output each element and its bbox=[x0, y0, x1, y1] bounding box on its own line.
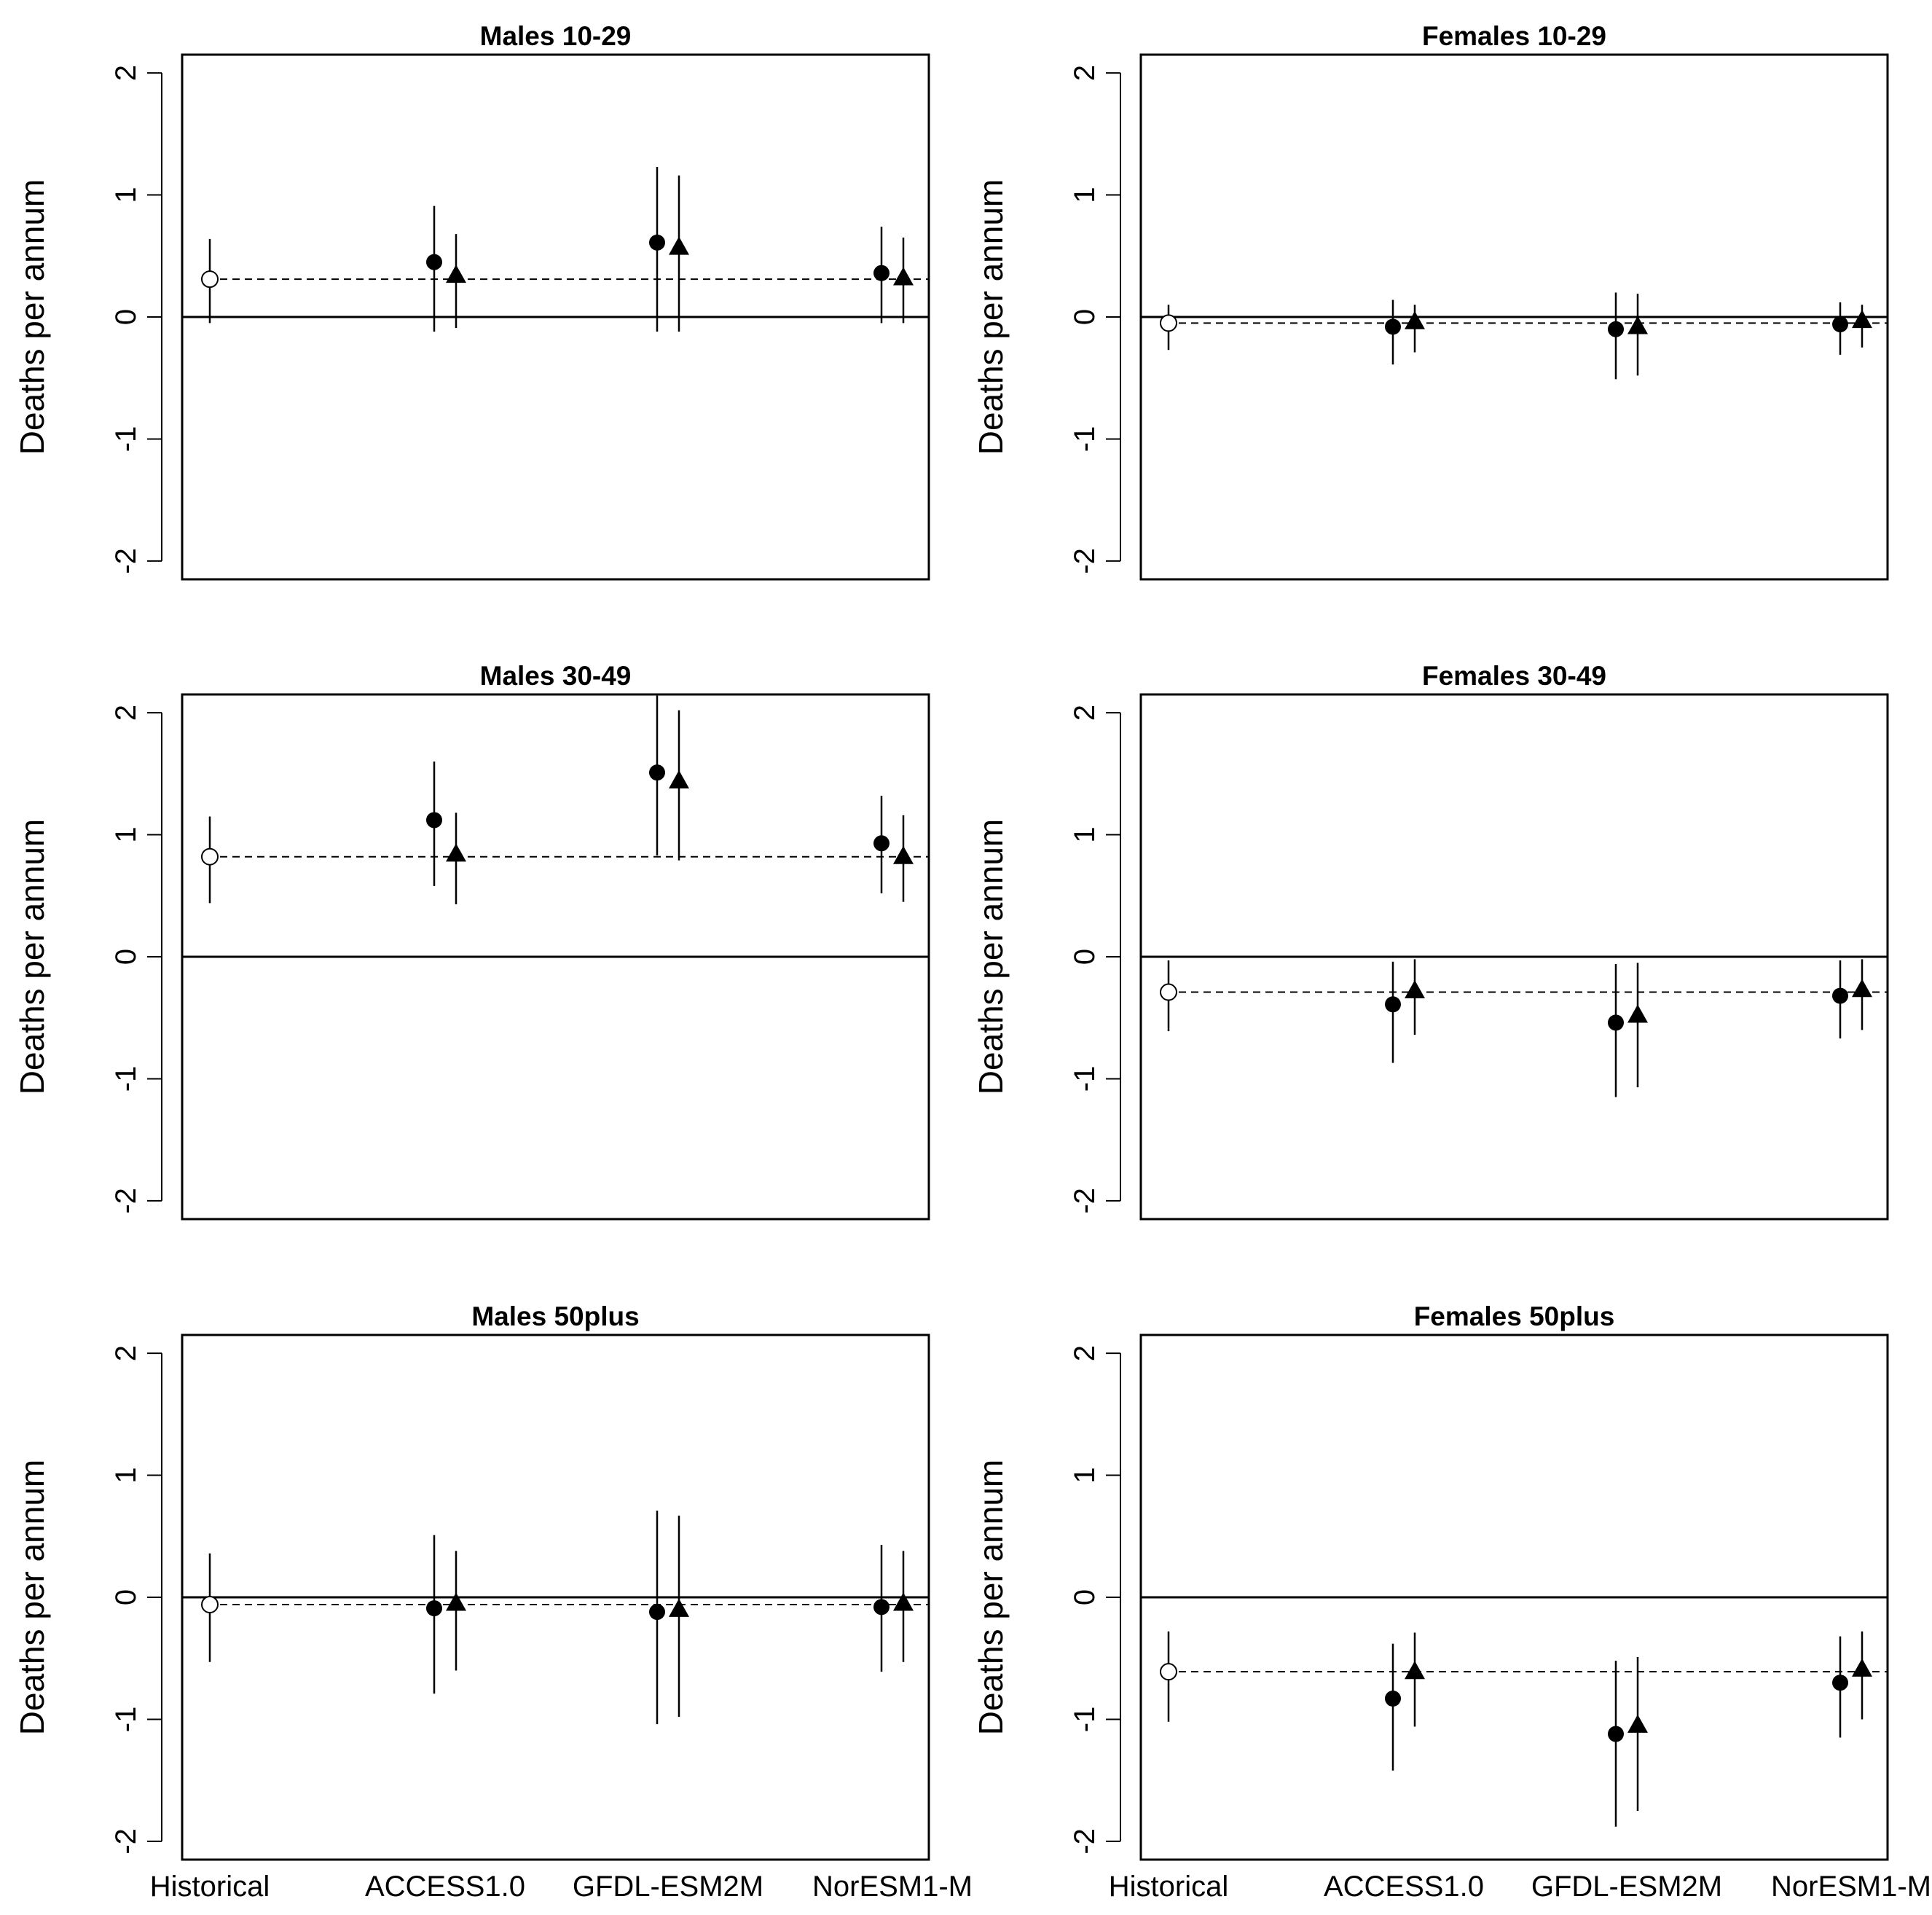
point-projection-triangle bbox=[669, 236, 689, 255]
y-tick-label: 1 bbox=[110, 826, 142, 842]
y-tick-label: 0 bbox=[110, 309, 142, 325]
point-historical bbox=[201, 270, 219, 289]
x-tick-label: Historical bbox=[1109, 1871, 1228, 1903]
point-projection-triangle bbox=[893, 1592, 914, 1611]
panel-6: Females 50plus -2 -1 0 1 2 Deaths per annum His… bbox=[972, 1301, 1931, 1903]
point-projection-triangle bbox=[1405, 310, 1425, 329]
point-projection-triangle bbox=[1405, 1661, 1425, 1680]
y-tick-label: 2 bbox=[110, 65, 142, 81]
panel-title: Males 10-29 bbox=[480, 21, 632, 51]
y-tick-label: 0 bbox=[110, 1589, 142, 1605]
y-tick-label: 2 bbox=[1069, 65, 1101, 81]
point-projection-circle bbox=[649, 1604, 665, 1621]
y-axis-label: Deaths per annum bbox=[13, 819, 51, 1094]
x-tick-label: NorESM1-M bbox=[812, 1871, 973, 1903]
point-projection-circle bbox=[873, 1599, 890, 1616]
point-projection-circle bbox=[1385, 1690, 1401, 1707]
point-projection-triangle bbox=[1405, 980, 1425, 998]
point-projection-triangle bbox=[446, 1592, 466, 1611]
point-projection-circle bbox=[1385, 996, 1401, 1013]
panel-4: Females 30-49 -2 -1 0 1 2 Deaths per annum bbox=[972, 661, 1889, 1221]
point-projection-triangle bbox=[1852, 1658, 1872, 1677]
point-projection-triangle bbox=[893, 267, 914, 286]
y-tick-label: 0 bbox=[1069, 949, 1101, 965]
y-tick-label: -1 bbox=[110, 426, 142, 453]
point-projection-circle bbox=[649, 234, 665, 251]
y-tick-label: 1 bbox=[110, 1467, 142, 1483]
point-historical bbox=[201, 1596, 219, 1614]
point-projection-triangle bbox=[446, 843, 466, 862]
y-tick-label: -2 bbox=[110, 548, 142, 574]
y-tick-label: -1 bbox=[1069, 1707, 1101, 1733]
panel-title: Females 30-49 bbox=[1422, 661, 1606, 691]
x-tick-label: GFDL-ESM2M bbox=[1531, 1871, 1722, 1903]
point-historical bbox=[1160, 314, 1177, 332]
y-axis-label: Deaths per annum bbox=[972, 1460, 1010, 1735]
y-tick-label: -2 bbox=[1069, 1188, 1101, 1214]
point-historical bbox=[1160, 983, 1177, 1001]
panel-3: Males 30-49 -2 -1 0 1 2 Deaths per annum bbox=[13, 661, 930, 1221]
y-tick-label: 2 bbox=[1069, 705, 1101, 721]
y-tick-label: 0 bbox=[110, 949, 142, 965]
y-axis-label: Deaths per annum bbox=[972, 179, 1010, 455]
point-projection-triangle bbox=[1852, 979, 1872, 998]
x-tick-label: GFDL-ESM2M bbox=[573, 1871, 763, 1903]
panel-5: Males 50plus -2 -1 0 1 2 Deaths per annum Histo… bbox=[13, 1301, 973, 1903]
point-projection-circle bbox=[426, 1600, 442, 1617]
point-projection-triangle bbox=[446, 265, 466, 283]
point-projection-triangle bbox=[1627, 1714, 1648, 1733]
y-tick-label: -1 bbox=[1069, 1066, 1101, 1092]
y-tick-label: -1 bbox=[110, 1707, 142, 1733]
panel-title: Females 10-29 bbox=[1422, 21, 1606, 51]
point-projection-circle bbox=[1608, 1014, 1624, 1031]
x-tick-label: NorESM1-M bbox=[1771, 1871, 1931, 1903]
point-projection-circle bbox=[1832, 316, 1848, 333]
point-projection-circle bbox=[649, 764, 665, 781]
x-tick-label: Historical bbox=[150, 1871, 270, 1903]
y-axis-label: Deaths per annum bbox=[13, 1460, 51, 1735]
point-projection-triangle bbox=[893, 845, 914, 864]
point-projection-triangle bbox=[1627, 316, 1648, 334]
point-projection-circle bbox=[873, 265, 890, 281]
y-tick-label: 0 bbox=[1069, 309, 1101, 325]
point-projection-triangle bbox=[669, 770, 689, 788]
y-tick-label: -2 bbox=[1069, 548, 1101, 574]
y-tick-label: 1 bbox=[1069, 826, 1101, 842]
panel-title: Females 50plus bbox=[1414, 1301, 1615, 1331]
point-projection-circle bbox=[873, 835, 890, 852]
point-projection-circle bbox=[1608, 321, 1624, 337]
point-projection-circle bbox=[1385, 318, 1401, 335]
y-tick-label: 0 bbox=[1069, 1589, 1101, 1605]
y-tick-label: -2 bbox=[110, 1188, 142, 1214]
y-tick-label: -2 bbox=[1069, 1828, 1101, 1855]
point-historical bbox=[201, 847, 219, 866]
y-tick-label: -1 bbox=[1069, 426, 1101, 453]
point-projection-circle bbox=[426, 812, 442, 829]
y-tick-label: 2 bbox=[110, 1345, 142, 1361]
y-tick-label: 2 bbox=[1069, 1345, 1101, 1361]
point-projection-triangle bbox=[1852, 310, 1872, 329]
y-tick-label: 1 bbox=[1069, 187, 1101, 203]
y-tick-label: 2 bbox=[110, 705, 142, 721]
y-axis-label: Deaths per annum bbox=[972, 819, 1010, 1094]
x-tick-label: ACCESS1.0 bbox=[1324, 1871, 1484, 1903]
x-tick-label: ACCESS1.0 bbox=[365, 1871, 525, 1903]
panel-title: Males 50plus bbox=[471, 1301, 639, 1331]
y-tick-label: 1 bbox=[1069, 1467, 1101, 1483]
panel-title: Males 30-49 bbox=[480, 661, 632, 691]
point-projection-triangle bbox=[1627, 1004, 1648, 1023]
point-projection-triangle bbox=[669, 1598, 689, 1617]
point-historical bbox=[1160, 1663, 1177, 1681]
point-projection-circle bbox=[1832, 1675, 1848, 1691]
y-tick-label: -2 bbox=[110, 1828, 142, 1855]
y-tick-label: -1 bbox=[110, 1066, 142, 1092]
point-projection-circle bbox=[1608, 1726, 1624, 1742]
y-axis-label: Deaths per annum bbox=[13, 179, 51, 455]
panel-1: Males 10-29 -2 -1 0 1 2 Deaths per annum bbox=[13, 21, 930, 581]
y-tick-label: 1 bbox=[110, 187, 142, 203]
point-projection-circle bbox=[426, 254, 442, 270]
panel-2: Females 10-29 -2 -1 0 1 2 Deaths per annum bbox=[972, 21, 1889, 581]
point-projection-circle bbox=[1832, 987, 1848, 1004]
